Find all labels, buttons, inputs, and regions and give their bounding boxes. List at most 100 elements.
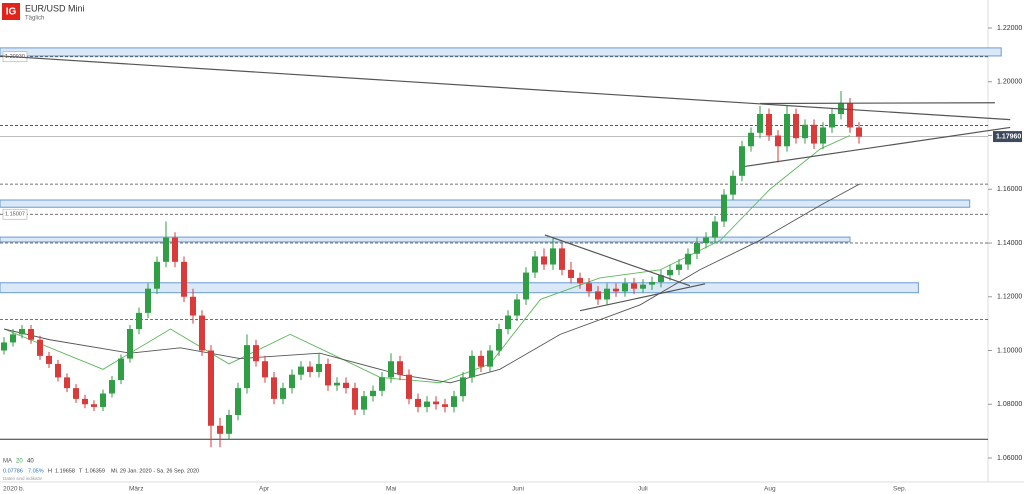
candle-body <box>334 382 340 386</box>
candle-body <box>181 261 187 297</box>
candle-body <box>595 291 601 300</box>
candle-body <box>163 237 169 262</box>
candle-body <box>244 345 250 389</box>
candle-body <box>694 243 700 254</box>
candle-body <box>856 127 862 137</box>
x-tick-label: b. <box>19 486 25 493</box>
candle-body <box>460 377 466 397</box>
candle-body <box>235 388 241 415</box>
price-tag-label: 1.17960 <box>996 133 1021 140</box>
candle-body <box>136 312 142 329</box>
candle-body <box>1 342 7 351</box>
y-tick-label: 1.22000 <box>997 25 1022 32</box>
candle-body <box>586 283 592 292</box>
y-tick-label: 1.14000 <box>997 240 1022 247</box>
x-tick-label: Juli <box>638 486 648 493</box>
candle-body <box>811 124 817 144</box>
candle-body <box>667 269 673 276</box>
x-tick-label: Apr <box>259 486 270 493</box>
candle-body <box>55 363 61 378</box>
y-tick-label: 1.08000 <box>997 401 1022 408</box>
candle-body <box>28 329 34 340</box>
candle-body <box>685 253 691 265</box>
candle-body <box>604 288 610 300</box>
change: 0.07786 <box>3 468 23 474</box>
candle-body <box>343 382 349 389</box>
candle-body <box>73 388 79 399</box>
candle-body <box>91 404 97 407</box>
candle-body <box>424 401 430 407</box>
candle-body <box>640 284 646 289</box>
candle-body <box>379 377 385 391</box>
candle-body <box>46 355 52 364</box>
candle-body <box>568 269 574 278</box>
candle-body <box>739 146 745 176</box>
ma-label: MA <box>3 459 12 465</box>
candle-body <box>649 281 655 285</box>
candle-body <box>82 398 88 405</box>
trendline <box>0 55 1011 121</box>
candle-body <box>766 114 772 136</box>
candle-body <box>361 396 367 410</box>
candle-body <box>154 261 160 289</box>
candle-body <box>676 264 682 270</box>
candle-body <box>10 334 16 343</box>
candle-body <box>415 398 421 407</box>
high: 1.19658 <box>55 468 75 474</box>
y-tick-label: 1.06000 <box>997 455 1022 462</box>
change-pct: 7.05% <box>28 468 44 474</box>
trendline <box>744 126 1011 167</box>
level-label-box <box>2 208 28 220</box>
price-tag <box>993 131 1022 143</box>
candle-body <box>829 114 835 128</box>
candle-body <box>64 377 70 389</box>
candle-body <box>820 127 826 144</box>
zone <box>0 47 1002 57</box>
candle-body <box>316 363 322 372</box>
zone <box>0 236 851 243</box>
candle-body <box>559 248 565 270</box>
candle-body <box>100 393 106 407</box>
candle-body <box>352 388 358 410</box>
candle-body <box>793 114 799 139</box>
candle-body <box>298 366 304 375</box>
candle-body <box>451 396 457 407</box>
candle-body <box>325 363 331 386</box>
y-tick-label: 1.12000 <box>997 294 1022 301</box>
candle-body <box>703 237 709 243</box>
candle-body <box>199 315 205 351</box>
candle-body <box>271 377 277 399</box>
candle-body <box>847 103 853 128</box>
candle-body <box>775 135 781 147</box>
y-tick-label: 1.10000 <box>997 347 1022 354</box>
candle-body <box>19 329 25 335</box>
candle-body <box>622 283 628 292</box>
candle-body <box>127 329 133 359</box>
interval: Täglich <box>25 16 44 22</box>
x-tick-label: Juni <box>512 486 524 493</box>
candle-body <box>469 355 475 378</box>
candle-body <box>388 361 394 378</box>
x-tick-label: Mai <box>386 486 396 493</box>
candle-body <box>748 132 754 147</box>
trendline <box>759 102 995 105</box>
range: Mi. 29 Jan. 2020 - Sa. 26 Sep. 2020 <box>111 468 199 474</box>
candle-body <box>280 388 286 399</box>
candle-body <box>370 390 376 397</box>
low: 1.06359 <box>85 468 105 474</box>
candle-body <box>145 288 151 313</box>
x-tick-label: Sep. <box>893 486 907 493</box>
y-tick-label: 1.20000 <box>997 79 1022 86</box>
x-tick-label: 2020 <box>3 486 18 493</box>
low-label: T <box>79 468 83 474</box>
candle-body <box>226 415 232 434</box>
candle-body <box>109 380 115 394</box>
candle-body <box>289 374 295 389</box>
level-label: 1.15007 <box>5 212 25 218</box>
ma-period: 40 <box>27 459 34 465</box>
zone <box>0 282 919 294</box>
moving-average <box>3 183 861 384</box>
candle-body <box>802 124 808 139</box>
